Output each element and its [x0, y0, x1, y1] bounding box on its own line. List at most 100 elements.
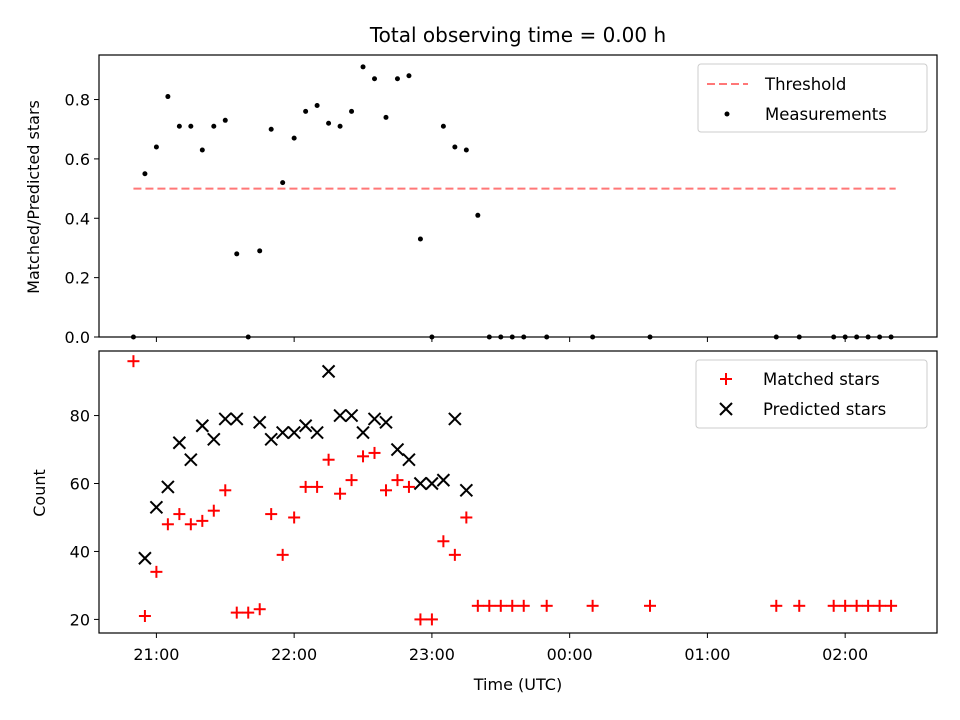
predicted-star-point [149, 500, 164, 514]
matched-star-point [827, 599, 840, 612]
predicted-star-point [161, 480, 175, 494]
measurement-point [291, 135, 297, 141]
measurement-point [509, 334, 515, 340]
measurement-point [165, 94, 171, 100]
matched-star-point [391, 474, 404, 487]
bottom-panel: 20 40 60 80 21:00 22:00 23:00 00:00 01:00 02:00 [70, 350, 938, 664]
matched-star-point [850, 599, 863, 612]
bottom-y-tick-label: 40 [70, 542, 90, 561]
measurement-point [142, 171, 148, 177]
matched-star-point [334, 487, 347, 500]
matched-star-point [448, 548, 461, 561]
matched-star-point [276, 548, 289, 561]
matched-star-point [402, 480, 415, 493]
matched-stars-legend-swatch [720, 373, 732, 385]
matched-star-point [437, 535, 450, 548]
top-y-axis-label: Matched/Predicted stars [24, 100, 43, 294]
bottom-x-tick-label: 21:00 [133, 645, 179, 664]
measurement-point [372, 76, 378, 82]
x-axis-label: Time (UTC) [473, 675, 562, 694]
matched-star-point [379, 484, 392, 497]
measurement-point [521, 334, 527, 340]
predicted-star-point [184, 453, 198, 467]
measurement-point [888, 334, 894, 340]
matched-star-point [357, 450, 370, 463]
matched-star-point [207, 504, 220, 517]
top-axes-frame [98, 54, 938, 338]
matched-star-point [368, 446, 381, 459]
bottom-legend: Matched stars Predicted stars [695, 359, 928, 429]
top-legend-frame [697, 63, 928, 133]
measurement-point [326, 120, 332, 126]
top-panel: 0.0 0.2 0.4 0.6 0.8 [65, 54, 938, 347]
matched-star-point [196, 514, 209, 527]
predicted-star-point [390, 442, 405, 457]
matched-star-point [253, 603, 266, 616]
matched-star-point [506, 599, 519, 612]
matched-star-point [839, 599, 852, 612]
measurement-point [199, 147, 205, 153]
measurement-point [429, 334, 435, 340]
measurement-point [590, 334, 596, 340]
predicted-star-point [207, 432, 221, 447]
predicted-star-point [379, 415, 393, 430]
measurement-point [268, 126, 274, 132]
measurement-point [211, 123, 217, 129]
matched-star-point [265, 508, 278, 521]
measurement-point [337, 123, 343, 129]
matched-star-point [173, 508, 186, 521]
bottom-x-tick-label: 22:00 [271, 645, 317, 664]
measurement-point [360, 64, 366, 70]
measurement-point [314, 102, 320, 108]
measurement-point [303, 108, 309, 114]
measurements-legend-label: Measurements [765, 105, 887, 124]
predicted-star-point [367, 412, 382, 426]
matched-star-point [517, 599, 530, 612]
top-y-tick-label: 0.2 [65, 269, 90, 288]
matched-star-point [770, 599, 783, 612]
predicted-star-point [425, 476, 439, 491]
measurement-point [773, 334, 779, 340]
measurement-point [222, 117, 228, 123]
predicted-star-point [402, 453, 416, 467]
measurement-point [188, 123, 194, 129]
matched-star-point [483, 599, 496, 612]
predicted-star-point [436, 473, 451, 487]
measurement-point [831, 334, 837, 340]
measurement-point [842, 334, 848, 340]
bottom-x-tick-label: 02:00 [822, 645, 868, 664]
top-y-tick-label: 0.8 [65, 91, 90, 110]
measurement-point [153, 144, 159, 150]
predicted-star-point [344, 408, 359, 423]
matched-star-point [219, 484, 232, 497]
matched-star-point [288, 511, 301, 524]
predicted-star-point [230, 412, 244, 426]
matched-star-point [885, 599, 898, 612]
measurement-point [417, 236, 423, 242]
predicted-star-point [218, 412, 232, 426]
measurement-point [647, 334, 653, 340]
threshold-legend-label: Threshold [764, 75, 846, 94]
predicted-stars-legend-label: Predicted stars [763, 400, 886, 419]
predicted-star-point [253, 415, 267, 430]
bottom-axes-frame [98, 350, 938, 634]
predicted-star-point [195, 419, 210, 433]
matched-star-point [138, 610, 151, 623]
matched-star-point [322, 453, 335, 466]
measurement-point [234, 251, 240, 257]
measurement-point [383, 114, 389, 120]
matched-star-point [127, 355, 140, 368]
bottom-y-tick-label: 20 [70, 610, 90, 629]
measurement-point [498, 334, 504, 340]
measurement-point [406, 73, 412, 79]
measurement-point [245, 334, 251, 340]
measurement-point [257, 248, 263, 254]
matched-star-point [161, 518, 174, 531]
bottom-x-tick-label: 23:00 [409, 645, 455, 664]
matched-star-point [793, 599, 806, 612]
predicted-star-point [413, 476, 428, 491]
bottom-legend-frame [695, 359, 928, 429]
matched-star-point [425, 613, 438, 626]
bottom-x-tick-label: 01:00 [684, 645, 730, 664]
